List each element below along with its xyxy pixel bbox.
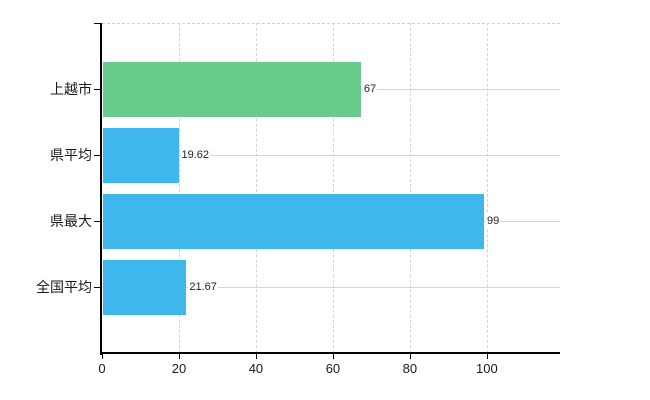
bar[interactable] bbox=[103, 259, 187, 315]
category-label: 上越市 bbox=[50, 81, 92, 97]
bar-value-label: 99 bbox=[486, 213, 501, 229]
gridline-vertical bbox=[332, 23, 334, 353]
bar[interactable] bbox=[103, 127, 179, 183]
x-axis-tick bbox=[255, 354, 257, 359]
x-tick-label: 60 bbox=[325, 361, 341, 376]
bar[interactable] bbox=[103, 61, 361, 117]
x-axis-line bbox=[100, 352, 560, 354]
gridline-vertical bbox=[178, 23, 180, 353]
x-tick-label: 0 bbox=[98, 361, 106, 376]
x-tick-label: 80 bbox=[402, 361, 418, 376]
gridline-vertical bbox=[409, 23, 411, 353]
bar-value-label: 21.67 bbox=[188, 279, 218, 295]
y-axis-tick bbox=[94, 287, 100, 288]
gridline-horizontal bbox=[102, 287, 560, 288]
y-axis-tick bbox=[94, 155, 100, 156]
x-axis-tick bbox=[178, 354, 180, 359]
category-label: 県最大 bbox=[50, 213, 92, 229]
y-axis-tick bbox=[94, 89, 100, 90]
x-axis-tick bbox=[409, 354, 411, 359]
plot-top-border bbox=[102, 23, 560, 24]
x-tick-label: 40 bbox=[248, 361, 264, 376]
x-axis-tick bbox=[102, 354, 103, 359]
x-tick-label: 20 bbox=[171, 361, 187, 376]
category-label: 県平均 bbox=[50, 147, 92, 163]
gridline-horizontal bbox=[102, 155, 560, 156]
y-axis-tick bbox=[94, 221, 100, 222]
bar[interactable] bbox=[103, 193, 485, 249]
category-label: 全国平均 bbox=[36, 279, 92, 295]
x-tick-label: 100 bbox=[476, 361, 498, 376]
bar-value-label: 19.62 bbox=[180, 147, 211, 163]
gridline-vertical bbox=[255, 23, 257, 353]
x-axis-tick bbox=[486, 354, 488, 359]
x-axis-tick bbox=[332, 354, 334, 359]
y-axis-line bbox=[100, 23, 102, 355]
gridline-vertical bbox=[486, 23, 488, 353]
y-axis-top-tick bbox=[94, 23, 100, 24]
bar-value-label: 67 bbox=[362, 81, 378, 97]
